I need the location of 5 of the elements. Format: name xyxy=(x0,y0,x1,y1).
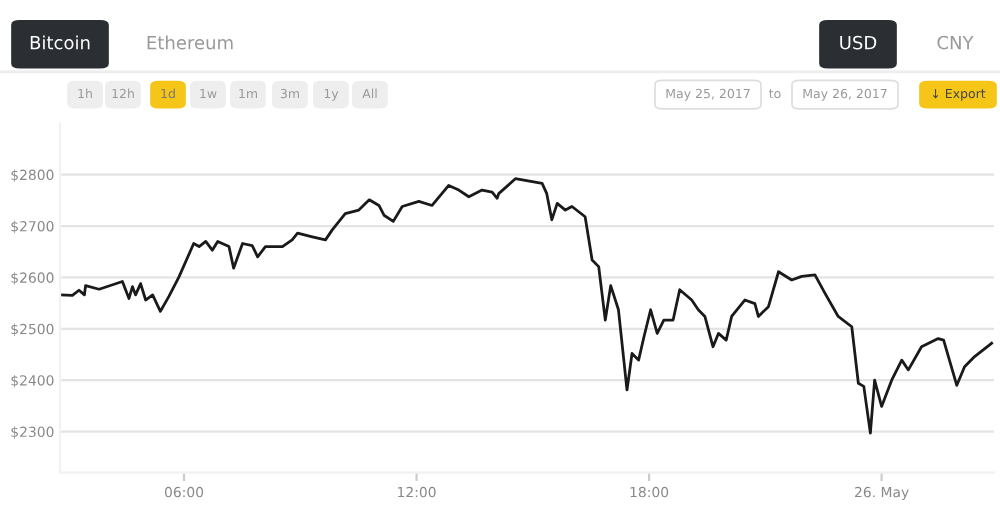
text: Ethereum xyxy=(147,35,233,50)
text: Bitcoin xyxy=(30,35,90,50)
text: USD xyxy=(840,35,877,50)
line-series xyxy=(60,177,994,435)
text: CNY xyxy=(937,35,974,50)
